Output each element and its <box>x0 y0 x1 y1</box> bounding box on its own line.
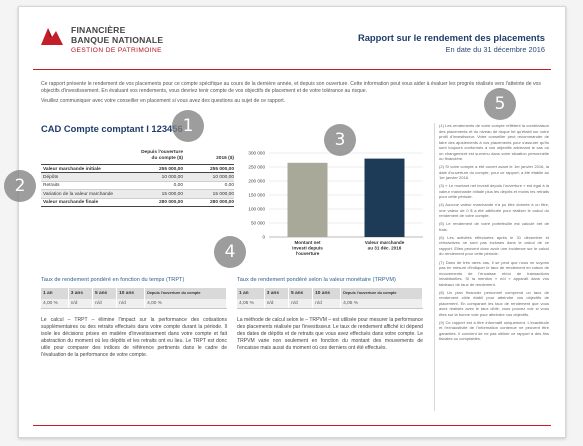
chart-category-label: Valeur marchande au 31 déc. 2016 <box>365 240 405 250</box>
row-value-since-open: 10 000,00 <box>161 174 183 180</box>
logo-line-3: GESTION DE PATRIMOINE <box>71 47 162 54</box>
account-title: CAD Compte comptant I 123456 <box>41 123 183 134</box>
trpt-value: n/d <box>68 299 93 309</box>
chart-y-tick-label: 0 <box>262 235 265 240</box>
market-value-row: Dépôts 10 000,00 10 000,00 <box>41 173 234 182</box>
row-label: Dépôts <box>43 174 59 180</box>
note-item: (9) Ce rapport est à titre informatif un… <box>439 319 549 342</box>
trpt-value: 4,00 % <box>144 299 227 309</box>
trpt-col-header: 5 ans <box>92 288 118 299</box>
chart-category-label: Montant net investi depuis l'ouverture <box>292 240 323 256</box>
trpvm-description: La méthode de calcul selon le – TRPVM – … <box>237 317 423 351</box>
row-label: Valeur marchande initiale <box>43 166 101 172</box>
note-item: (8) Un plan financier personnel comprend… <box>439 289 549 317</box>
row-value-since-open: 15 000,00 <box>161 191 183 197</box>
market-value-table: Depuis l'ouverture du compte ($) 2016 ($… <box>41 147 234 207</box>
logo-line-1: FINANCIÈRE <box>71 25 126 35</box>
note-item: (3) « Le montant net investi depuis l'ou… <box>439 183 549 200</box>
col-header-since-open: Depuis l'ouverture du compte ($) <box>141 150 183 162</box>
note-item: (2) Si votre compte a été ouvert avant l… <box>439 164 549 181</box>
note-item: (1) Les rendements de votre compte reflè… <box>439 123 549 161</box>
trpt-col-header: Depuis l'ouverture du compte <box>144 288 227 299</box>
row-label: Valeur marchande finale <box>43 200 99 206</box>
report-date: En date du 31 décembre 2016 <box>445 45 545 54</box>
trpvm-value: n/d <box>288 299 314 309</box>
chart-y-tick-label: 300 000 <box>248 151 265 156</box>
chart-y-tick-label: 200 000 <box>248 179 265 184</box>
report-page: FINANCIÈRE BANQUE NATIONALE GESTION DE P… <box>18 6 566 438</box>
chart-y-tick-label: 150 000 <box>248 193 265 198</box>
market-value-row: Retraits 0,00 0,00 <box>41 182 234 191</box>
intro-paragraph-2: Veuillez communiquer avec votre conseill… <box>41 98 286 104</box>
chart-y-tick-label: 250 000 <box>248 165 265 170</box>
note-item: (7) Dans de très rares cas, il se peut q… <box>439 259 549 287</box>
callout-4: 4 <box>214 236 246 268</box>
trpvm-col-header: 3 ans <box>264 288 289 299</box>
trpt-title: Taux de rendement pondéré en fonction du… <box>41 277 185 283</box>
intro-text: Ce rapport présente le rendement de vos … <box>41 81 547 105</box>
chart-bar <box>287 162 328 237</box>
trpvm-title: Taux de rendement pondéré selon la valeu… <box>237 277 396 283</box>
row-value-year: 10 000,00 <box>212 174 234 180</box>
note-item: (5) Le rendement de votre portefeuille e… <box>439 221 549 232</box>
market-value-row: Valeur marchande initiale 255 000,00 255 0… <box>41 165 234 174</box>
trpt-col-header: 10 ans <box>116 288 146 299</box>
callout-5: 5 <box>484 88 516 120</box>
intro-paragraph-1: Ce rapport présente le rendement de vos … <box>41 81 541 94</box>
market-value-table-header: Depuis l'ouverture du compte ($) 2016 ($… <box>41 147 234 165</box>
trpvm-col-header: 1 an <box>237 288 265 299</box>
trpt-col-header: 3 ans <box>68 288 93 299</box>
trpt-value: 4,00 % <box>41 299 69 309</box>
note-item: (6) Les activités effectuées après le 31… <box>439 234 549 257</box>
logo-line-2: BANQUE NATIONALE <box>71 35 164 45</box>
trpvm-col-header: Depuis l'ouverture du compte <box>340 288 423 299</box>
trpvm-col-header: 10 ans <box>312 288 342 299</box>
row-value-since-open: 280 000,00 <box>158 200 183 206</box>
note-item: (4) Aucune valeur marchande n'a pu être … <box>439 202 549 219</box>
row-value-since-open: 255 000,00 <box>158 166 183 172</box>
row-value-year: 255 000,00 <box>209 166 234 172</box>
trpt-table: 1 an 3 ans 5 ans 10 ans Depuis l'ouverture d… <box>41 288 227 309</box>
trpvm-value: n/d <box>312 299 342 309</box>
report-title-block: Rapport sur le rendement des placements … <box>358 32 545 54</box>
chart-y-tick-label: 100 000 <box>248 207 265 212</box>
trpvm-value: 4,05 % <box>237 299 265 309</box>
notes-divider <box>434 123 435 411</box>
trpvm-col-header: 5 ans <box>288 288 314 299</box>
notes-column: (1) Les rendements de votre compte reflè… <box>439 123 549 344</box>
trpt-value: n/d <box>92 299 118 309</box>
trpt-description: Le calcul – TRPT – élimine l'impact sur … <box>41 317 227 358</box>
trpt-col-header: 1 an <box>41 288 69 299</box>
market-value-chart: 0 50 000 100 000 150 000 200 000 250 000 300 0… <box>233 145 433 267</box>
col-header-year: 2016 ($) <box>216 156 234 162</box>
callout-1: 1 <box>172 110 204 142</box>
trpt-value: n/d <box>116 299 146 309</box>
report-title: Rapport sur le rendement des placements <box>357 32 545 43</box>
row-value-since-open: 0,00 <box>173 183 183 189</box>
trpvm-table: 1 an 3 ans 5 ans 10 ans Depuis l'ouverture d… <box>237 288 423 309</box>
trpvm-value: 4,05 % <box>340 299 423 309</box>
chart-y-tick-label: 50 000 <box>251 221 265 226</box>
row-value-year: 15 000,00 <box>212 191 234 197</box>
callout-2: 2 <box>4 170 36 202</box>
row-label: Retraits <box>43 183 60 189</box>
chart-bar <box>364 158 405 237</box>
callout-3: 3 <box>324 124 356 156</box>
logo-mark-icon <box>41 28 63 45</box>
row-value-year: 0,00 <box>224 183 234 189</box>
footer-divider <box>33 425 551 426</box>
trpvm-value: n/d <box>264 299 289 309</box>
row-label: Variation de la valeur marchande <box>43 191 114 197</box>
market-value-row: Valeur marchande finale 280 000,00 280 000… <box>41 199 234 207</box>
row-value-year: 280 000,00 <box>209 200 234 206</box>
market-value-row: Variation de la valeur marchande 15 000,0… <box>41 190 234 199</box>
market-value-chart-svg: 0 50 000 100 000 150 000 200 000 250 000 300 0… <box>248 151 423 256</box>
header-divider <box>33 69 551 70</box>
